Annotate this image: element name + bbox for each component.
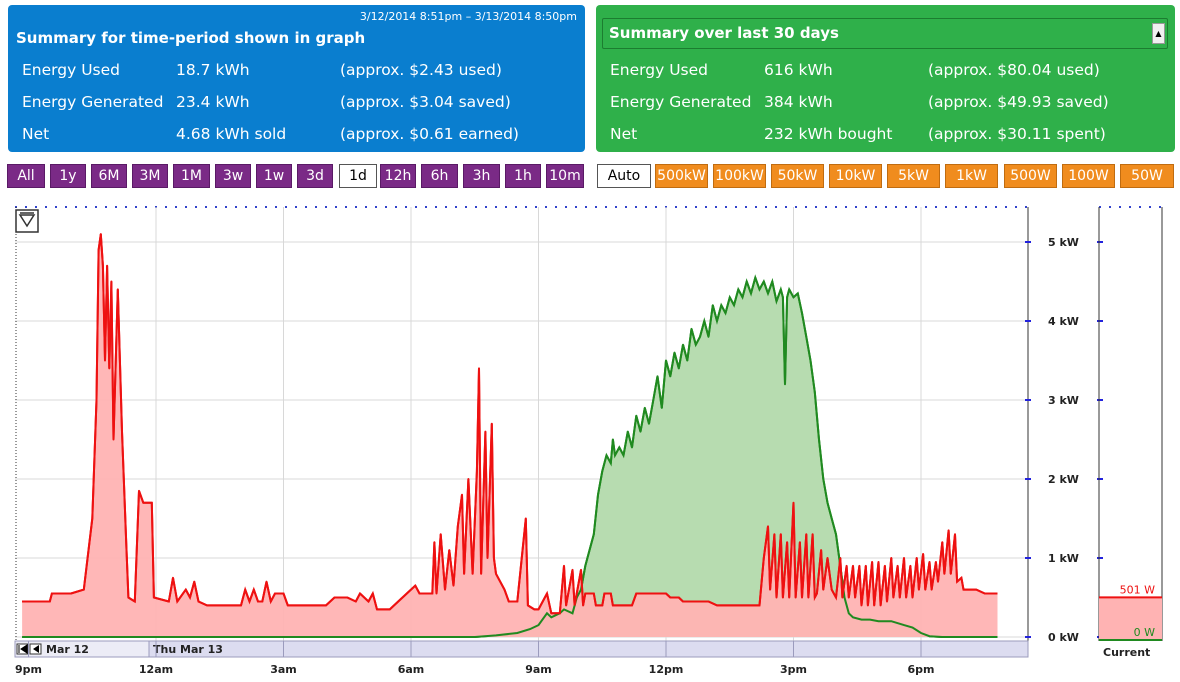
- panel-title: Summary for time-period shown in graph: [16, 29, 366, 47]
- generated-series-line-overlay: [22, 274, 998, 638]
- row-value: 232 kWh bought: [764, 125, 893, 143]
- x-tick-label: 9pm: [15, 663, 42, 676]
- y-tick-label: 5 kW: [1048, 236, 1079, 249]
- current-generated-value: 0 W: [1134, 626, 1155, 639]
- row-label: Energy Used: [610, 61, 708, 79]
- row-note: (approx. $30.11 spent): [928, 125, 1106, 143]
- navigator-start-date: Mar 12: [46, 643, 89, 656]
- triangle-down-icon: [18, 212, 36, 228]
- row-value: 384 kWh: [764, 93, 833, 111]
- navigator-day-label: Thu Mar 13: [153, 643, 223, 656]
- step-back-icon[interactable]: [29, 643, 42, 655]
- x-tick-label: 6pm: [908, 663, 935, 676]
- scale-button-5kw[interactable]: 5kW: [887, 164, 940, 188]
- x-tick-label: 12am: [139, 663, 173, 676]
- date-range: 3/12/2014 8:51pm – 3/13/2014 8:50pm: [359, 10, 577, 23]
- x-axis: 9pm 12am 3am 6am 9am 12pm 3pm 6pm: [15, 641, 935, 676]
- row-label: Net: [610, 125, 638, 143]
- range-button-3w[interactable]: 3w: [215, 164, 251, 188]
- range-button-1h[interactable]: 1h: [505, 164, 541, 188]
- summary-30-panel: Summary over last 30 days ▲ Energy Used …: [596, 5, 1175, 152]
- row-label: Net: [22, 125, 50, 143]
- y-axis: 0 kW 1 kW 2 kW 3 kW 4 kW 5 kW: [1025, 236, 1103, 644]
- current-label: Current: [1103, 646, 1150, 659]
- scale-button-auto[interactable]: Auto: [597, 164, 651, 188]
- row-value: 4.68 kWh sold: [176, 125, 287, 143]
- range-button-1d[interactable]: 1d: [339, 164, 377, 188]
- row-note: (approx. $2.43 used): [340, 61, 502, 79]
- chevron-updown-icon[interactable]: ▲: [1152, 23, 1165, 44]
- row-note: (approx. $80.04 used): [928, 61, 1100, 79]
- navigator-left-segment: [14, 640, 150, 658]
- row-note: (approx. $49.93 saved): [928, 93, 1109, 111]
- x-tick-label: 3am: [270, 663, 297, 676]
- range-button-12h[interactable]: 12h: [380, 164, 416, 188]
- series-area-fill: [22, 277, 998, 637]
- x-tick-label: 3pm: [780, 663, 807, 676]
- row-label: Energy Generated: [610, 93, 752, 111]
- summary-graph-panel: 3/12/2014 8:51pm – 3/13/2014 8:50pm Summ…: [8, 5, 585, 152]
- row-label: Energy Generated: [22, 93, 164, 111]
- range-button-1m[interactable]: 1M: [173, 164, 210, 188]
- y-tick-label: 4 kW: [1048, 315, 1079, 328]
- range-button-10m[interactable]: 10m: [546, 164, 584, 188]
- chart-menu-button[interactable]: [15, 209, 39, 233]
- range-button-6h[interactable]: 6h: [421, 164, 458, 188]
- x-tick-label: 9am: [525, 663, 552, 676]
- row-note: (approx. $0.61 earned): [340, 125, 519, 143]
- row-note: (approx. $3.04 saved): [340, 93, 511, 111]
- y-tick-label: 1 kW: [1048, 552, 1079, 565]
- range-button-all[interactable]: All: [7, 164, 45, 188]
- current-used-value: 501 W: [1120, 583, 1155, 596]
- scale-button-100kw[interactable]: 100kW: [713, 164, 766, 188]
- series-line: [22, 274, 998, 638]
- x-tick-label: 12pm: [649, 663, 684, 676]
- scale-button-500kw[interactable]: 500kW: [655, 164, 708, 188]
- row-label: Energy Used: [22, 61, 120, 79]
- current-panel: 501 W 0 W Current: [1098, 207, 1163, 659]
- used-series-line-overlay: [22, 233, 998, 615]
- skip-back-icon[interactable]: [16, 643, 29, 655]
- scale-button-50w[interactable]: 50W: [1120, 164, 1174, 188]
- range-button-1w[interactable]: 1w: [256, 164, 292, 188]
- range-button-6m[interactable]: 6M: [91, 164, 127, 188]
- summary-period-select[interactable]: Summary over last 30 days ▲: [602, 18, 1168, 49]
- row-value: 616 kWh: [764, 61, 833, 79]
- current-used-bar: [1099, 597, 1162, 641]
- range-button-3m[interactable]: 3M: [132, 164, 168, 188]
- range-button-3d[interactable]: 3d: [297, 164, 333, 188]
- row-value: 23.4 kWh: [176, 93, 250, 111]
- range-button-1y[interactable]: 1y: [50, 164, 86, 188]
- scale-button-500w[interactable]: 500W: [1004, 164, 1057, 188]
- y-tick-label: 2 kW: [1048, 473, 1079, 486]
- scale-button-50kw[interactable]: 50kW: [771, 164, 824, 188]
- scale-button-10kw[interactable]: 10kW: [829, 164, 882, 188]
- y-tick-label: 3 kW: [1048, 394, 1079, 407]
- scale-button-100w[interactable]: 100W: [1062, 164, 1115, 188]
- series-line: [22, 233, 998, 615]
- row-value: 18.7 kWh: [176, 61, 250, 79]
- x-tick-label: 6am: [398, 663, 425, 676]
- y-tick-label: 0 kW: [1048, 631, 1079, 644]
- scale-button-1kw[interactable]: 1kW: [945, 164, 998, 188]
- selected-period: Summary over last 30 days: [609, 24, 839, 42]
- range-button-3h[interactable]: 3h: [463, 164, 500, 188]
